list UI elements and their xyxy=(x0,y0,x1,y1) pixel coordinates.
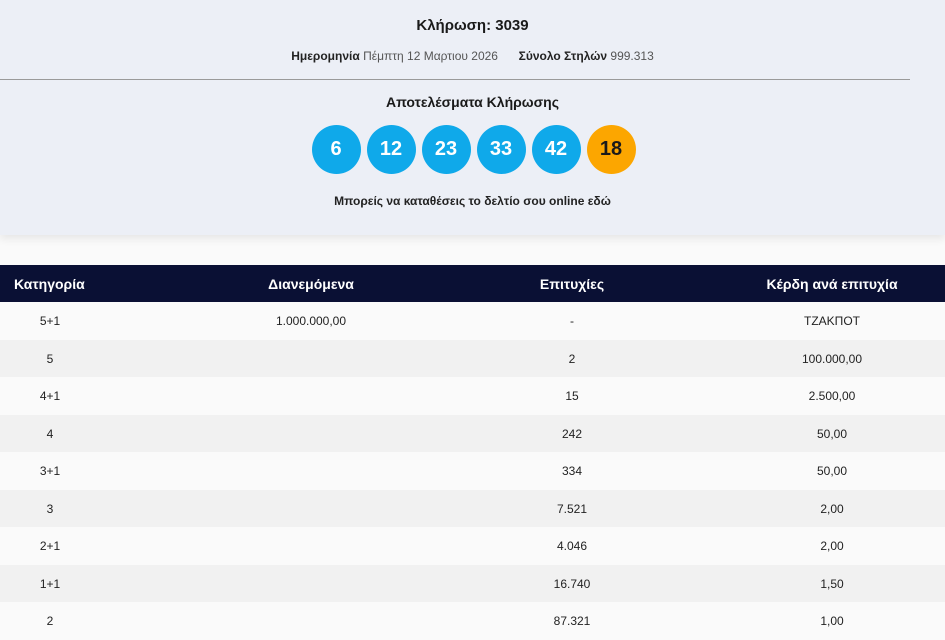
table-header: Κατηγορία Διανεμόμενα Επιτυχίες Κέρδη αν… xyxy=(0,265,945,302)
table-row: 3 7.521 2,00 xyxy=(0,489,945,528)
online-link[interactable]: Μπορείς να καταθέσεις το δελτίο σου onli… xyxy=(334,194,611,208)
category-cell: 3 xyxy=(46,501,54,516)
winners-cell: 4.046 xyxy=(556,539,588,553)
category-cell: 4+1 xyxy=(39,389,61,403)
columns-label: Σύνολο Στηλών xyxy=(518,49,608,63)
table-row: 4+1 15 2.500,00 xyxy=(0,377,945,415)
header-distributed: Διανεμόμενα xyxy=(268,275,354,292)
prize-cell: 50,00 xyxy=(816,426,848,441)
table-row: 1+1 16.740 1,50 xyxy=(0,564,945,603)
draw-meta: Ημερομηνία Πέμπτη 12 Μαρτιου 2026 Σύνολο… xyxy=(0,49,945,63)
bonus-ball: 18 xyxy=(586,125,636,174)
date-value: Πέμπτη 12 Μαρτιου 2026 xyxy=(363,49,498,63)
winners-cell: - xyxy=(570,314,574,328)
winners-cell: 242 xyxy=(561,426,583,441)
prize-cell: 100.000,00 xyxy=(801,351,863,366)
distributed-cell: 1.000.000,00 xyxy=(275,314,347,328)
header-winners: Επιτυχίες xyxy=(539,275,605,292)
category-cell: 2+1 xyxy=(39,539,61,553)
prize-cell: 2,00 xyxy=(820,539,844,553)
header-category: Κατηγορία xyxy=(14,275,85,292)
prize-cell: 1,00 xyxy=(820,614,844,628)
category-cell: 2 xyxy=(46,614,54,628)
table-row: 3+1 334 50,00 xyxy=(0,452,945,490)
divider xyxy=(0,79,910,80)
category-cell: 5 xyxy=(46,351,54,366)
prize-cell: 2.500,00 xyxy=(808,389,856,403)
winners-cell: 87.321 xyxy=(553,614,591,628)
prize-cell: 50,00 xyxy=(816,464,848,478)
category-cell: 4 xyxy=(46,426,54,441)
winners-cell: 16.740 xyxy=(553,576,591,591)
number-ball: 23 xyxy=(421,125,471,174)
results-title: Αποτελέσματα Κλήρωσης xyxy=(385,94,560,110)
winning-numbers: 6 12 23 33 42 18 xyxy=(0,125,945,174)
table-row: 5 2 100.000,00 xyxy=(0,339,945,378)
columns-value: 999.313 xyxy=(610,49,654,63)
prize-cell: 2,00 xyxy=(820,501,844,516)
winners-cell: 334 xyxy=(561,464,583,478)
winners-cell: 2 xyxy=(568,351,576,366)
table-row: 2 87.321 1,00 xyxy=(0,602,945,640)
prize-cell: 1,50 xyxy=(820,576,844,591)
number-ball: 6 xyxy=(311,125,361,174)
draw-title: Κλήρωση: 3039 xyxy=(416,17,529,34)
prize-cell: ΤΖΑΚΠΟΤ xyxy=(804,314,860,328)
number-ball: 12 xyxy=(366,125,416,174)
draw-info-panel: Κλήρωση: 3039 Ημερομηνία Πέμπτη 12 Μαρτι… xyxy=(0,0,945,235)
number-ball: 42 xyxy=(531,125,581,174)
table-row: 2+1 4.046 2,00 xyxy=(0,527,945,565)
number-ball: 33 xyxy=(476,125,526,174)
date-label: Ημερομηνία xyxy=(291,49,360,63)
table-row: 5+1 1.000.000,00 - ΤΖΑΚΠΟΤ xyxy=(0,302,945,340)
winners-cell: 7.521 xyxy=(556,501,588,516)
header-prize: Κέρδη ανά επιτυχία xyxy=(766,275,898,292)
category-cell: 3+1 xyxy=(39,464,61,478)
category-cell: 1+1 xyxy=(39,576,61,591)
winners-cell: 15 xyxy=(565,389,579,403)
category-cell: 5+1 xyxy=(39,314,61,328)
table-row: 4 242 50,00 xyxy=(0,414,945,453)
